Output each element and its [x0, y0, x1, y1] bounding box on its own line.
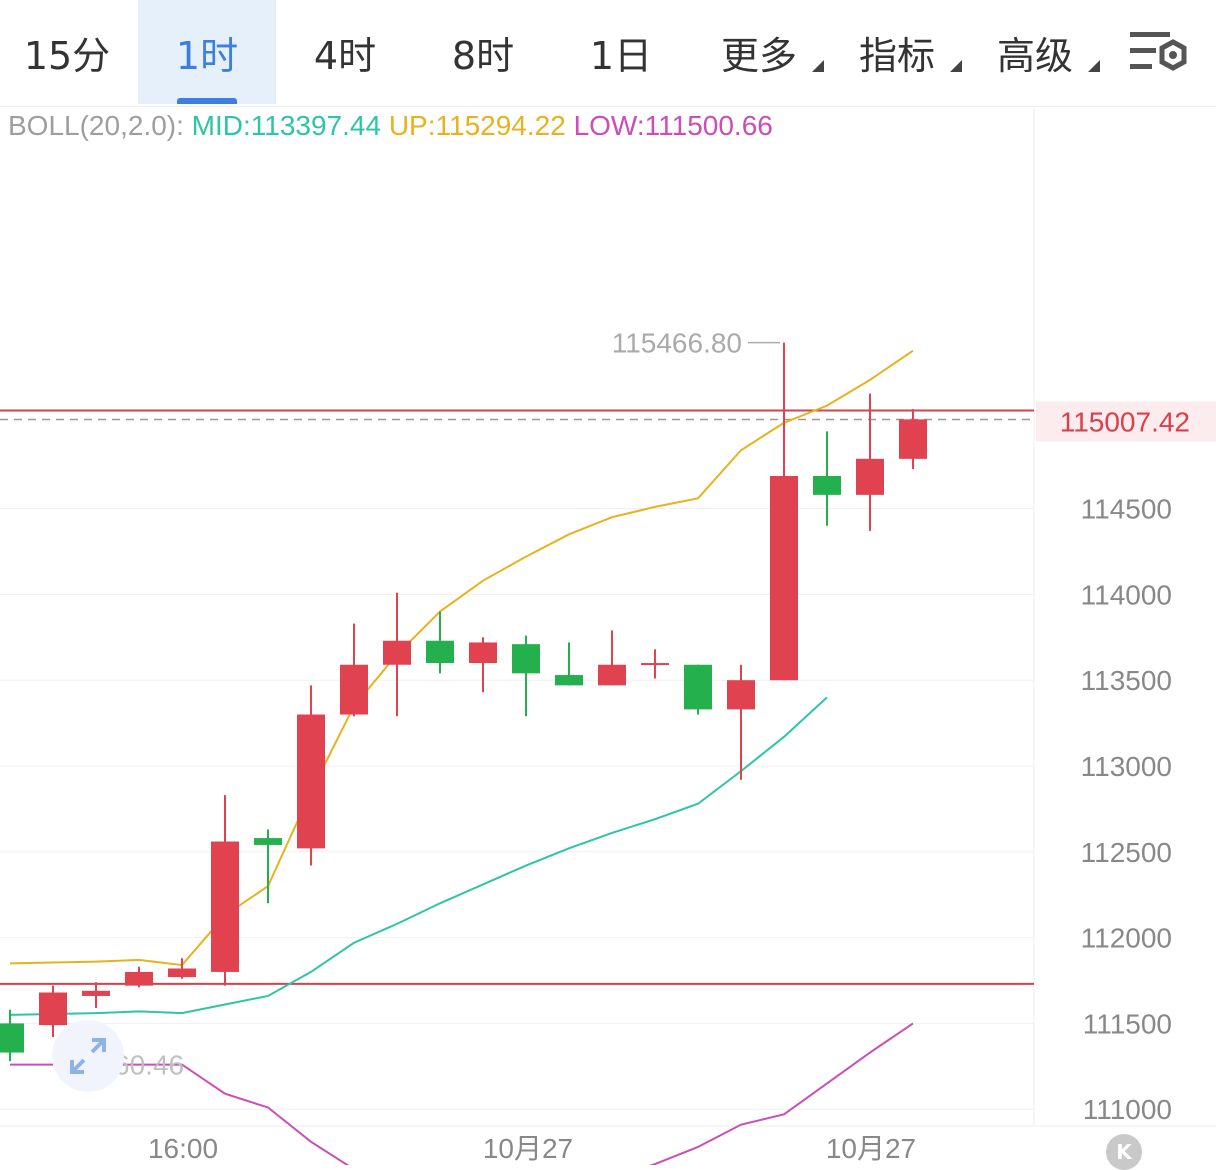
tab-indicators[interactable]: 指标	[828, 0, 966, 104]
candle-body	[383, 640, 411, 665]
tab-more[interactable]: 更多	[690, 0, 828, 104]
high-price-label: 115466.80	[612, 328, 742, 359]
x-tick-label: 16:00	[148, 1133, 218, 1164]
tab-1day[interactable]: 1日	[552, 0, 690, 104]
candle-body	[469, 642, 497, 664]
chart-settings-icon[interactable]	[1128, 26, 1190, 80]
y-tick-label: 112000	[1081, 923, 1172, 954]
y-tick-label: 111000	[1083, 1094, 1172, 1125]
candle-body	[168, 968, 196, 978]
current-price-tag-bg	[1036, 401, 1216, 442]
y-tick-label: 114500	[1081, 494, 1172, 525]
y-tick-label: 113000	[1081, 751, 1172, 782]
candle-body	[856, 458, 884, 495]
tab-label: 1日	[589, 33, 653, 78]
candle-body	[254, 838, 282, 845]
candle-body	[82, 990, 110, 996]
candle-body	[297, 714, 325, 849]
tab-15min[interactable]: 15分	[0, 0, 134, 104]
tab-label: 1时	[175, 33, 239, 78]
tab-label: 15分	[23, 33, 111, 78]
boll-mid-line	[9, 696, 828, 1016]
y-tick-label: 113500	[1081, 665, 1172, 696]
dropdown-triangle-icon	[1088, 60, 1100, 72]
expand-icon	[70, 1038, 106, 1074]
timeframe-tab-bar: 15分 1时 4时 8时 1日 更多 指标 高级	[0, 0, 1216, 107]
tab-label: 8时	[451, 33, 515, 78]
y-tick-label: 112500	[1081, 837, 1172, 868]
candle-body	[727, 680, 755, 710]
boll-lower-band	[10, 1022, 914, 1165]
candle-body	[512, 644, 540, 674]
candlestick-chart[interactable]: 1105001110001115001120001125001130001135…	[0, 106, 1216, 1165]
candle-body	[125, 971, 153, 986]
tab-4hour[interactable]: 4时	[276, 0, 414, 104]
tab-advanced[interactable]: 高级	[966, 0, 1104, 104]
boll-mid-value: MID:113397.44	[191, 110, 382, 141]
dropdown-triangle-icon	[812, 60, 824, 72]
x-tick-label: 10月27	[826, 1133, 916, 1164]
boll-up-value: UP:115294.22	[388, 110, 566, 141]
candle-body	[684, 664, 712, 710]
tab-label: 更多	[720, 33, 797, 78]
current-price-label: 115007.42	[1060, 407, 1190, 438]
candle-body	[39, 992, 67, 1026]
candle-body	[770, 475, 798, 681]
boll-low-value: LOW:111500.66	[573, 110, 773, 141]
candle-body	[340, 664, 368, 715]
y-tick-label: 111500	[1083, 1008, 1172, 1039]
x-tick-label: 10月27	[483, 1133, 573, 1164]
tab-1hour[interactable]: 1时	[138, 0, 276, 104]
tab-8hour[interactable]: 8时	[414, 0, 552, 104]
candle-body	[555, 675, 583, 686]
candle-body	[813, 475, 841, 495]
boll-name: BOLL(20,2.0):	[8, 110, 184, 141]
y-tick-label: 114000	[1081, 579, 1172, 610]
tab-label: 指标	[858, 33, 935, 78]
candle-body	[598, 664, 626, 686]
active-tab-indicator	[177, 98, 237, 104]
candle-body	[0, 1023, 24, 1053]
candle-body	[426, 640, 454, 664]
tab-label: 高级	[996, 33, 1073, 78]
candle-body	[211, 841, 239, 972]
expand-chart-button[interactable]	[52, 1020, 124, 1092]
dropdown-triangle-icon	[950, 60, 962, 72]
candle-body	[899, 419, 927, 459]
boll-legend: BOLL(20,2.0): MID:113397.44 UP:115294.22…	[8, 110, 773, 142]
candle-body	[641, 663, 669, 666]
tab-label: 4时	[313, 33, 377, 78]
brand-logo-icon: K	[1106, 1134, 1142, 1170]
boll-upper-band	[9, 349, 914, 967]
